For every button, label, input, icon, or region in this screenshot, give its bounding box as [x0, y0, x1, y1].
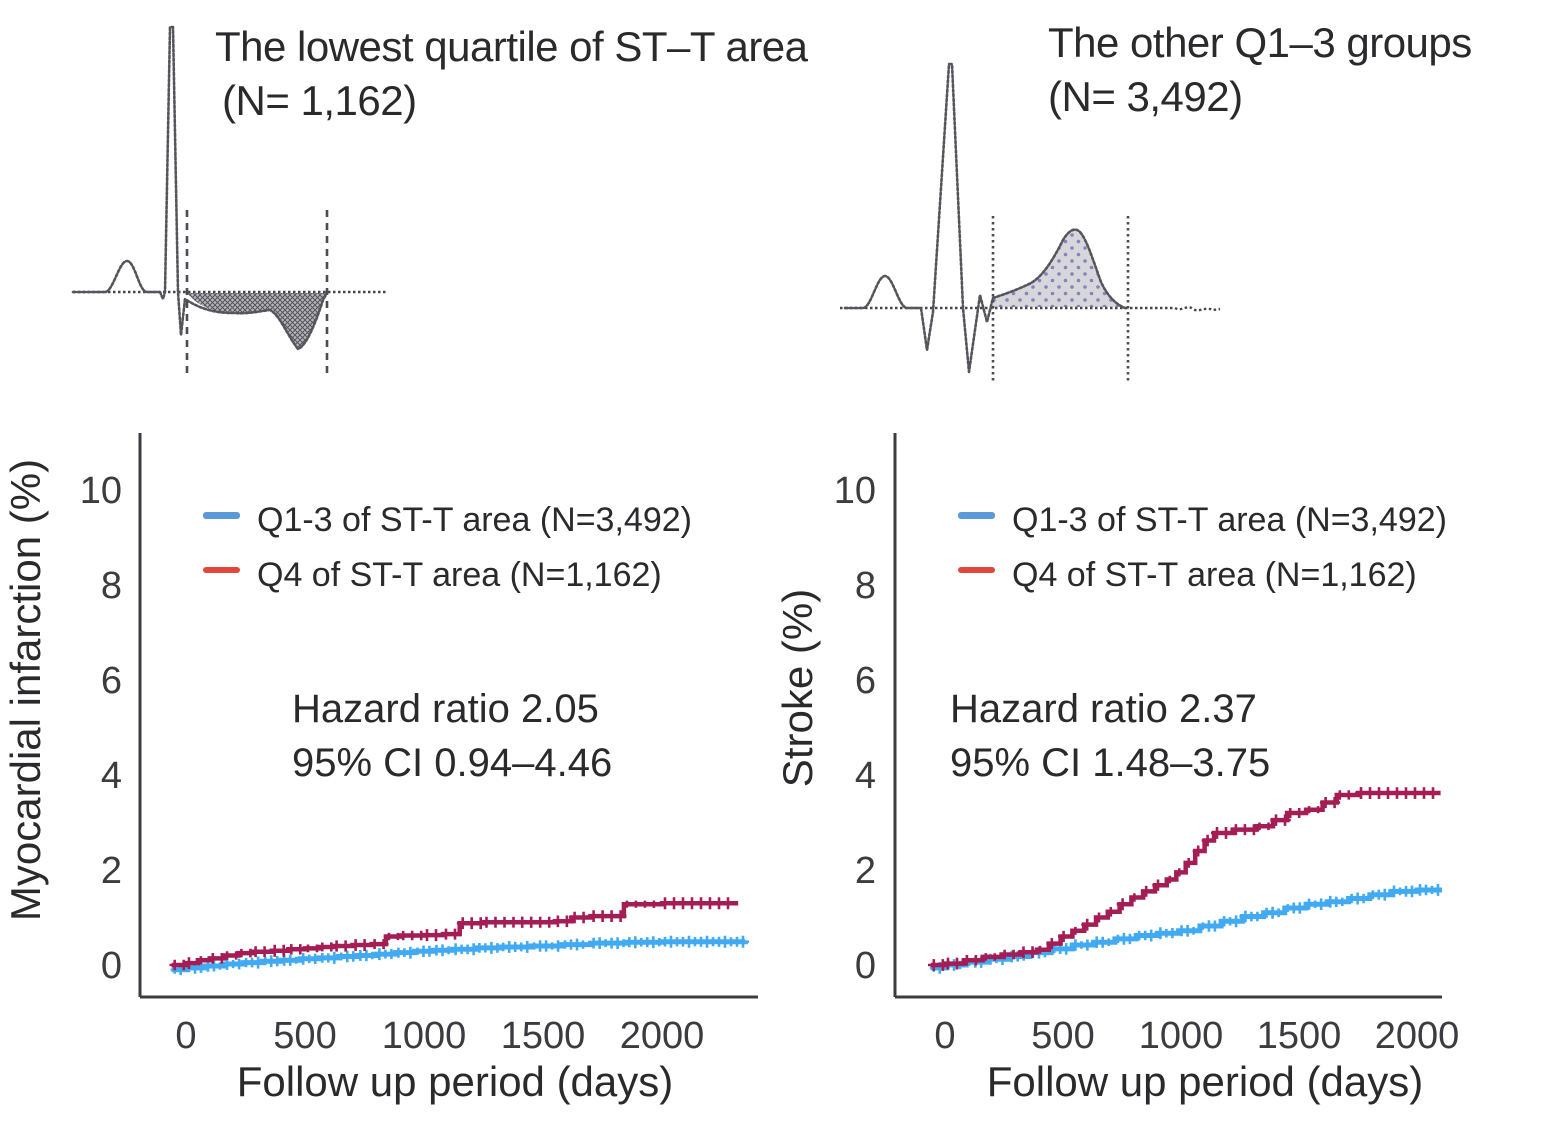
q13-censor-marks — [929, 884, 1442, 974]
ecg-baseline — [840, 306, 1221, 312]
ticks: 0 2 4 6 8 10 0 500 1000 1500 2000 — [834, 470, 1460, 1057]
x-tick-label: 0 — [175, 1015, 196, 1057]
q4-curve — [930, 790, 1441, 968]
curves — [928, 787, 1442, 974]
x-tick-label: 1000 — [382, 1015, 467, 1057]
legend-swatch-q4 — [958, 567, 995, 573]
t-wave-area — [993, 229, 1125, 307]
y-tick-label: 0 — [101, 945, 122, 987]
x-tick-label: 500 — [273, 1015, 336, 1057]
x-tick-label: 1000 — [1139, 1015, 1224, 1057]
x-axis-title: Follow up period (days) — [987, 1058, 1424, 1105]
y-axis-title: Stroke (%) — [774, 589, 821, 787]
ecg-trace — [843, 62, 1127, 374]
x-tick-label: 1500 — [1257, 1015, 1342, 1057]
legend: Q1-3 of ST-T area (N=3,492) Q4 of ST-T a… — [958, 501, 1447, 594]
q13-censor-marks — [170, 935, 749, 976]
y-tick-label: 10 — [834, 470, 876, 512]
hazard-ratio-line2: 95% CI 0.94–4.46 — [292, 741, 612, 785]
x-tick-label: 2000 — [620, 1015, 705, 1057]
q4-censor-marks — [169, 897, 734, 971]
hazard-ratio-line1: Hazard ratio 2.37 — [950, 687, 1257, 731]
legend-label-q13: Q1-3 of ST-T area (N=3,492) — [1012, 501, 1447, 539]
y-tick-label: 2 — [855, 850, 876, 892]
left-ecg-drawing — [71, 25, 387, 377]
y-tick-label: 2 — [101, 850, 122, 892]
legend-swatch-q13 — [958, 512, 995, 519]
x-axis-title: Follow up period (days) — [237, 1058, 674, 1105]
curves — [169, 897, 749, 976]
x-tick-label: 2000 — [1375, 1015, 1460, 1057]
stroke-chart: 0 2 4 6 8 10 0 500 1000 1500 2000 Stroke (%) Follo… — [774, 433, 1460, 1105]
legend-swatch-q4 — [203, 567, 240, 573]
ecg-trace — [71, 25, 329, 351]
legend-label-q13: Q1-3 of ST-T area (N=3,492) — [257, 501, 692, 539]
hazard-ratio-line1: Hazard ratio 2.05 — [292, 687, 599, 731]
y-tick-label: 4 — [101, 755, 122, 797]
x-tick-label: 500 — [1031, 1015, 1094, 1057]
right-ecg-subtitle: (N= 3,492) — [1048, 73, 1243, 120]
legend-swatch-q13 — [203, 512, 240, 519]
q4-censor-marks — [928, 787, 1439, 971]
y-axis-title: Myocardial infarction (%) — [2, 459, 49, 921]
left-ecg-subtitle: (N= 1,162) — [222, 77, 417, 124]
right-ecg-title: The other Q1–3 groups — [1048, 19, 1472, 66]
hazard-ratio-line2: 95% CI 1.48–3.75 — [950, 741, 1270, 785]
x-tick-label: 0 — [934, 1015, 955, 1057]
legend-label-q4: Q4 of ST-T area (N=1,162) — [257, 556, 662, 594]
left-ecg-title: The lowest quartile of ST–T area — [215, 23, 808, 70]
y-tick-label: 8 — [101, 565, 122, 607]
mi-chart: 0 2 4 6 8 10 0 500 1000 1500 2000 Myocardial infar… — [2, 433, 758, 1105]
x-tick-label: 1500 — [501, 1015, 586, 1057]
y-tick-label: 6 — [101, 660, 122, 702]
legend: Q1-3 of ST-T area (N=3,492) Q4 of ST-T a… — [203, 501, 692, 594]
y-tick-label: 0 — [855, 945, 876, 987]
st-depression-area — [187, 293, 326, 349]
y-tick-label: 10 — [80, 470, 122, 512]
y-tick-label: 8 — [855, 565, 876, 607]
y-tick-label: 4 — [855, 755, 876, 797]
ticks: 0 2 4 6 8 10 0 500 1000 1500 2000 — [80, 470, 705, 1057]
y-tick-label: 6 — [855, 660, 876, 702]
right-ecg-drawing — [840, 62, 1221, 382]
legend-label-q4: Q4 of ST-T area (N=1,162) — [1012, 556, 1417, 594]
